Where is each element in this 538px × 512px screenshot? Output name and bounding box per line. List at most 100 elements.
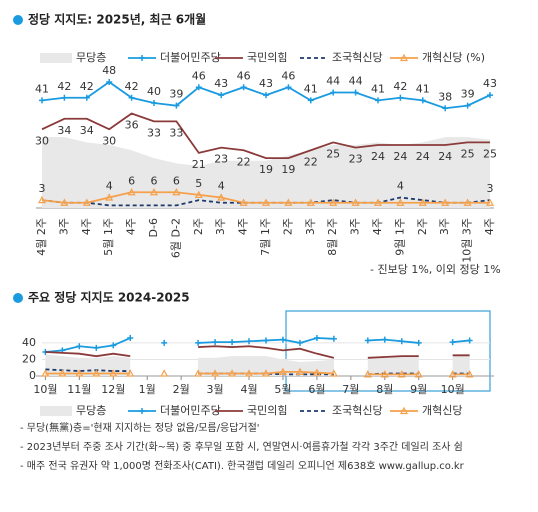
marker [307,97,314,104]
data-label: 42 [393,80,407,93]
marker [61,94,68,101]
marker [373,198,383,206]
line [198,345,335,359]
marker [106,79,113,85]
data-label: 23 [349,153,363,166]
marker [329,369,338,377]
data-label: 43 [259,77,273,90]
legend-label: 개혁신당 (%) [422,51,485,64]
marker [240,84,247,91]
line [198,370,334,375]
line [41,191,490,204]
x-tick-label: 10월 [33,383,57,396]
data-label: 33 [147,126,161,139]
marker [263,92,269,99]
marker [246,338,253,345]
x-tick-label: 8월 2주 [326,218,339,256]
x-tick-label: 4주 [237,218,250,235]
marker [414,370,423,378]
data-label: 30 [35,134,49,147]
data-label: 25 [461,147,475,160]
marker [212,339,219,346]
marker [398,338,405,345]
marker [284,198,293,206]
data-label: 19 [259,163,273,176]
marker [313,334,320,341]
legend-label: 더불어민주당 [160,404,221,417]
y-tick-label: 20 [22,352,36,365]
marker [60,198,69,206]
x-tick-label: 4월 2주 [35,218,48,256]
data-label: 48 [102,64,116,77]
x-tick-label: 2주 [192,218,205,235]
data-label: 42 [57,80,71,93]
highlight-box [285,310,491,392]
marker [194,369,203,377]
marker [39,97,45,104]
x-tick-label: 8월 [376,383,393,396]
x-tick-label: 4주 [371,218,384,235]
marker [110,342,117,349]
data-label: 30 [102,134,116,147]
line [41,112,490,160]
data-label: 44 [349,75,363,88]
footnote: - 무당(無黨)층='현재 지지하는 정당 없음/모름/응답거절' [20,421,260,434]
marker [364,337,371,344]
marker [295,367,304,375]
x-tick-label: 9월 1주 [393,218,406,256]
data-label: 6 [151,174,158,187]
data-label: 24 [371,150,385,163]
marker [381,336,388,343]
marker [330,89,337,96]
data-label: 38 [438,90,452,103]
data-label: 41 [371,82,385,95]
data-label: 4 [397,180,404,193]
legend-label: 개혁신당 [422,404,462,417]
x-tick-label: 3주 [304,218,317,235]
marker [441,198,450,206]
marker [399,53,409,62]
legend-label: 더불어민주당 [160,51,221,64]
marker [312,368,321,376]
x-tick-label: 1월 [139,383,156,396]
marker [126,369,135,377]
chart-title: 주요 정당 지지도 2024-2025 [28,290,190,305]
marker [448,370,457,378]
data-label: 22 [304,155,318,168]
data-label: 46 [237,69,251,82]
line [45,351,131,358]
x-tick-label: 3월 [207,383,224,396]
title-dot [13,293,23,303]
data-label: 19 [281,163,295,176]
data-label: 24 [416,150,430,163]
marker [76,343,83,350]
marker [380,370,389,378]
marker [487,92,493,99]
data-label: 5 [195,177,202,190]
marker [194,190,203,198]
marker [261,198,271,206]
marker [352,89,359,96]
x-tick-label: 3주 [214,218,227,235]
marker [245,369,254,377]
legend-swatch [40,53,72,63]
marker [229,339,236,346]
x-tick-label: 11월 [67,383,91,396]
marker [419,97,426,104]
x-tick-label: 3주 [438,218,451,235]
marker [261,369,271,377]
x-tick-label: 6월 [308,383,325,396]
x-tick-label: 4주 [80,218,93,235]
marker [151,100,157,106]
marker [351,198,360,206]
marker [442,105,449,112]
x-tick-label: 3주 [349,218,362,235]
marker [397,370,406,378]
marker [399,406,409,415]
data-label: 6 [173,174,180,187]
marker [172,187,181,196]
data-label: 3 [39,182,46,195]
marker [217,193,226,201]
x-tick-label: 5월 [274,383,291,396]
marker [92,369,101,377]
